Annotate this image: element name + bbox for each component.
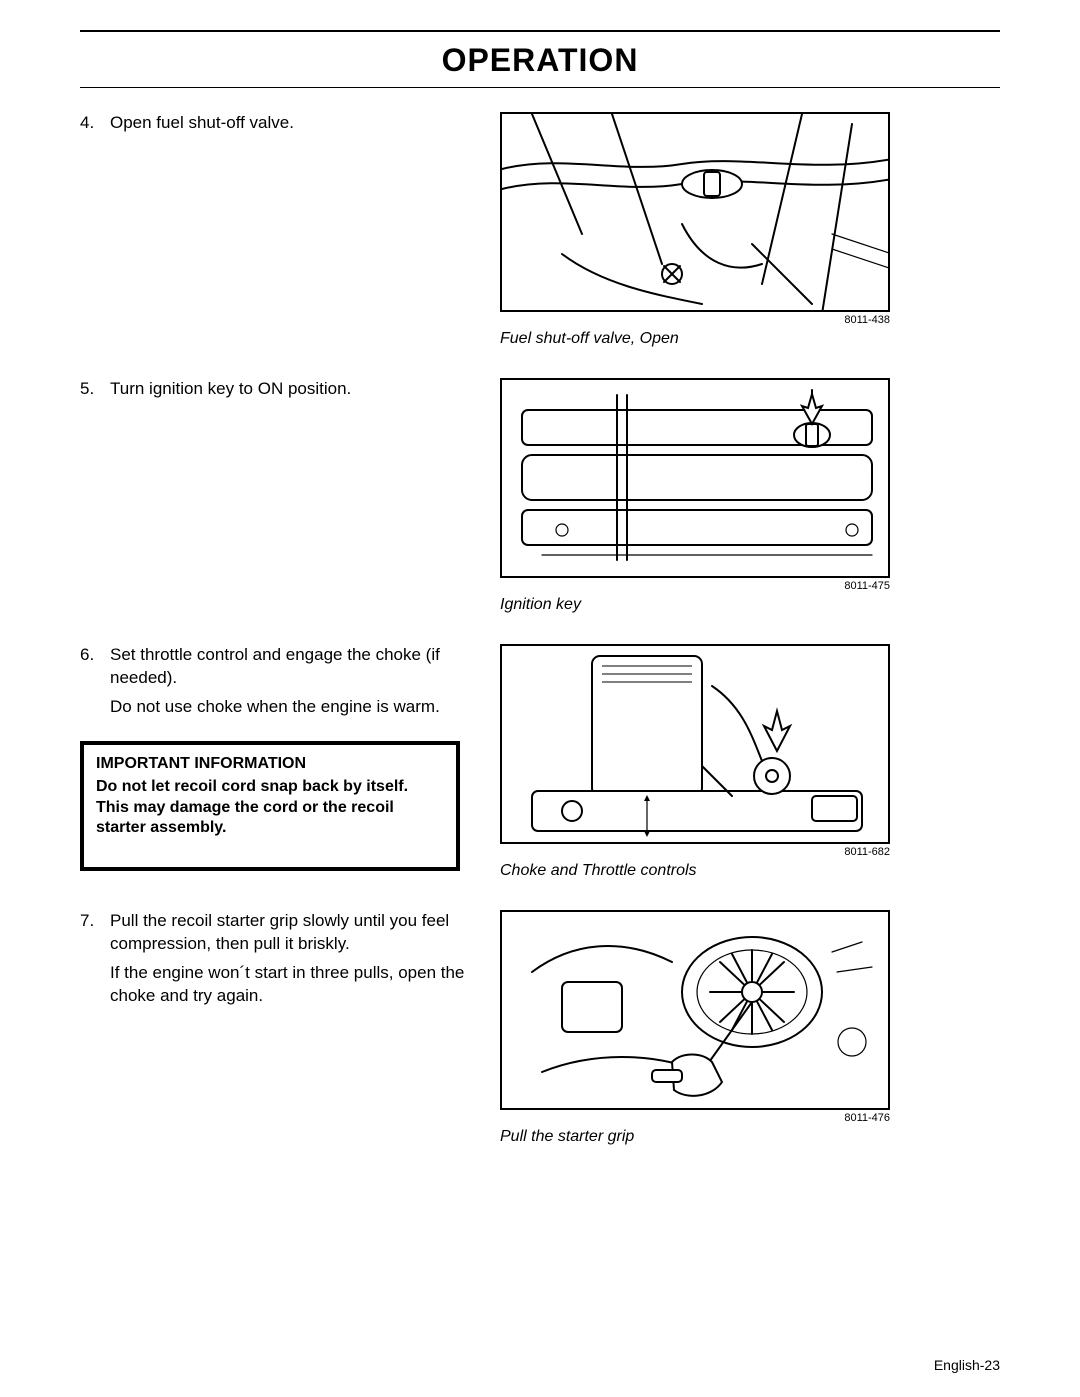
rule-bottom xyxy=(80,87,1000,88)
row-step-5: 5. Turn ignition key to ON position. xyxy=(80,378,1000,614)
page-title: OPERATION xyxy=(80,36,1000,87)
info-box-body: Do not let recoil cord snap back by itse… xyxy=(96,777,444,839)
step-6: 6. Set throttle control and engage the c… xyxy=(80,644,480,725)
footer-label: English- xyxy=(934,1357,985,1373)
figure-starter-grip xyxy=(500,910,890,1110)
figure-3-caption: Choke and Throttle controls xyxy=(500,862,1000,880)
figure-fuel-valve xyxy=(500,112,890,312)
step-5-text: Turn ignition key to ON position. xyxy=(110,378,351,401)
page-footer: English-23 xyxy=(934,1357,1000,1373)
row-step-7: 7. Pull the recoil starter grip slowly u… xyxy=(80,910,1000,1146)
step-7-text-1: Pull the recoil starter grip slowly unti… xyxy=(110,910,480,956)
figure-1-caption: Fuel shut-off valve, Open xyxy=(500,330,1000,348)
figure-4-ref: 8011-476 xyxy=(500,1112,890,1124)
figure-2-ref: 8011-475 xyxy=(500,580,890,592)
step-4-number: 4. xyxy=(80,112,110,141)
figure-ignition-key xyxy=(500,378,890,578)
figure-3-ref: 8011-682 xyxy=(500,846,890,858)
step-7: 7. Pull the recoil starter grip slowly u… xyxy=(80,910,480,1014)
step-6-text-1: Set throttle control and engage the chok… xyxy=(110,644,480,690)
info-box-title: IMPORTANT INFORMATION xyxy=(96,755,444,773)
figure-4-caption: Pull the starter grip xyxy=(500,1128,1000,1146)
step-5: 5. Turn ignition key to ON position. xyxy=(80,378,480,407)
important-information-box: IMPORTANT INFORMATION Do not let recoil … xyxy=(80,741,460,871)
row-step-4: 4. Open fuel shut-off valve. xyxy=(80,112,1000,348)
step-6-number: 6. xyxy=(80,644,110,725)
figure-2-caption: Ignition key xyxy=(500,596,1000,614)
step-4-text: Open fuel shut-off valve. xyxy=(110,112,294,135)
figure-choke-throttle xyxy=(500,644,890,844)
footer-page-number: 23 xyxy=(984,1357,1000,1373)
figure-1-ref: 8011-438 xyxy=(500,314,890,326)
step-4: 4. Open fuel shut-off valve. xyxy=(80,112,480,141)
rule-top xyxy=(80,30,1000,32)
content-area: 4. Open fuel shut-off valve. xyxy=(80,112,1000,1146)
step-7-number: 7. xyxy=(80,910,110,1014)
row-step-6: 6. Set throttle control and engage the c… xyxy=(80,644,1000,880)
step-7-text-2: If the engine won´t start in three pulls… xyxy=(110,962,480,1008)
step-6-text-2: Do not use choke when the engine is warm… xyxy=(110,696,480,719)
step-5-number: 5. xyxy=(80,378,110,407)
